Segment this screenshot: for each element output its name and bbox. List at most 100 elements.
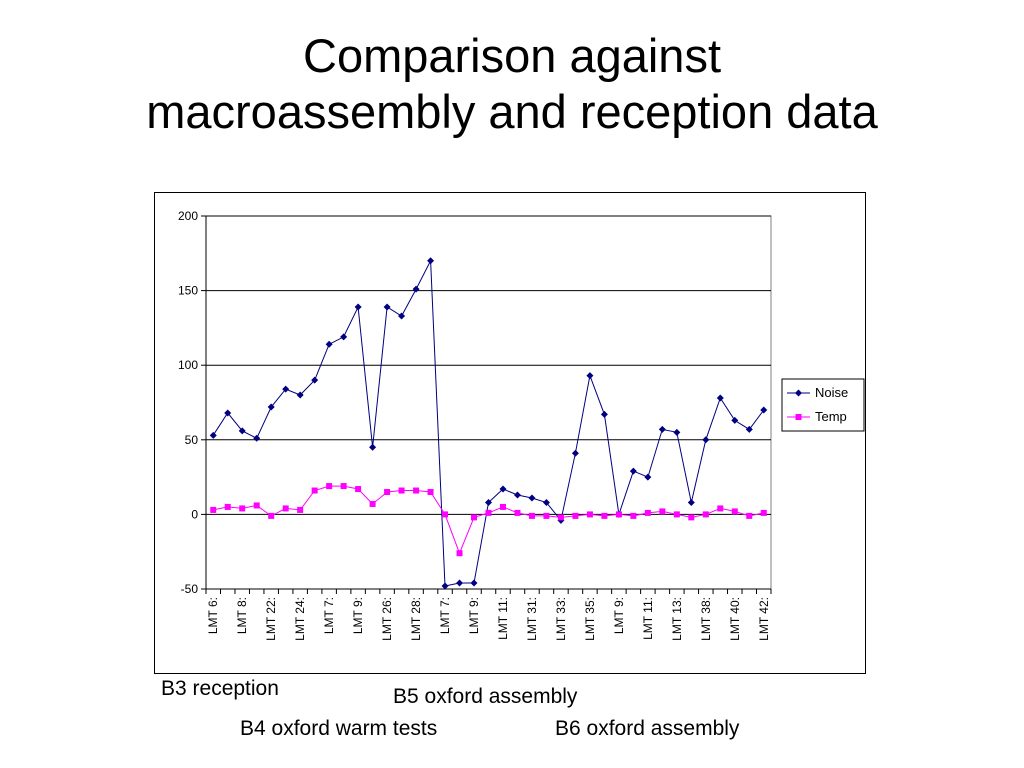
data-point-noise — [731, 416, 739, 424]
x-tick-label: LMT 42: — [757, 597, 771, 641]
data-point-noise — [441, 582, 449, 590]
x-tick-label: LMT 7: — [322, 597, 336, 634]
data-point-noise — [687, 498, 695, 506]
data-point-temp — [601, 512, 608, 519]
x-tick-label: LMT 8: — [235, 597, 249, 634]
data-point-temp — [456, 550, 463, 557]
chart-frame: -50 0 50 100 150 200 LMT 6: LMT 8: LMT 22: LMT 24… — [154, 192, 866, 674]
data-point-noise — [673, 428, 681, 436]
y-tick-label: 0 — [191, 507, 198, 521]
plot-area — [205, 215, 772, 590]
data-point-temp — [210, 506, 217, 513]
x-tick-label: LMT 40: — [728, 597, 742, 641]
slide-title-line-1: Comparison against — [303, 29, 721, 82]
data-point-temp — [746, 512, 753, 519]
legend-label-temp: Temp — [815, 409, 847, 424]
x-tick-label: LMT 24: — [293, 597, 307, 641]
caption-b3-reception: B3 reception — [161, 677, 279, 700]
data-point-noise — [282, 385, 290, 393]
data-point-noise — [629, 467, 637, 475]
data-point-temp — [427, 489, 434, 496]
data-point-noise — [354, 303, 362, 311]
data-point-temp — [630, 512, 637, 519]
data-point-noise — [745, 425, 753, 433]
caption-b5-oxford-assembly: B5 oxford assembly — [393, 685, 578, 708]
y-tick-label: -50 — [181, 582, 199, 596]
data-point-noise — [485, 498, 492, 506]
x-tick-label: LMT 22: — [264, 597, 278, 641]
data-point-temp — [543, 512, 550, 519]
data-point-noise — [499, 485, 507, 493]
x-tick-label: LMT 35: — [583, 597, 597, 641]
data-point-temp — [688, 514, 695, 521]
x-tick-label: LMT 9: — [467, 597, 481, 634]
data-point-noise — [427, 257, 435, 265]
data-point-temp — [644, 509, 651, 516]
line-chart: -50 0 50 100 150 200 LMT 6: LMT 8: LMT 22: LMT 24… — [178, 209, 865, 641]
data-point-noise — [644, 473, 652, 481]
data-point-temp — [355, 486, 362, 493]
data-point-noise — [296, 391, 304, 399]
data-point-temp — [442, 511, 449, 518]
data-point-noise — [398, 312, 406, 320]
x-tick-label: LMT 9: — [612, 597, 626, 634]
data-point-noise — [253, 434, 261, 442]
data-point-temp — [413, 487, 420, 494]
data-point-temp — [340, 483, 347, 490]
x-tick-label: LMT 9: — [351, 597, 365, 634]
data-point-temp — [297, 506, 304, 513]
y-tick-label: 200 — [178, 209, 198, 223]
data-point-noise — [209, 431, 217, 439]
data-point-temp — [760, 509, 767, 516]
data-point-noise — [224, 409, 232, 417]
caption-b4-oxford-warm-tests: B4 oxford warm tests — [240, 717, 438, 740]
data-point-noise — [311, 376, 319, 384]
data-point-temp — [471, 514, 478, 521]
data-point-noise — [456, 579, 464, 587]
data-point-noise — [340, 333, 348, 341]
data-point-temp — [702, 511, 709, 518]
x-tick-label: LMT 26: — [380, 597, 394, 641]
x-tick-label: LMT 13: — [670, 597, 684, 641]
data-point-noise — [716, 394, 724, 402]
data-point-temp — [398, 487, 405, 494]
x-tick-label: LMT 28: — [409, 597, 423, 641]
x-tick-label: LMT 31: — [525, 597, 539, 641]
data-point-noise — [571, 449, 579, 457]
data-point-temp — [572, 512, 579, 519]
legend-box — [781, 378, 865, 432]
data-point-noise — [238, 427, 246, 435]
y-tick-label: 150 — [178, 284, 198, 298]
data-point-temp — [557, 514, 564, 521]
data-point-temp — [224, 503, 231, 510]
data-point-noise — [658, 425, 666, 433]
data-point-temp — [499, 503, 506, 510]
legend-label-noise: Noise — [815, 385, 848, 400]
x-tick-label: LMT 33: — [554, 597, 568, 641]
data-point-temp — [326, 483, 333, 490]
x-tick-label: LMT 6: — [206, 597, 220, 634]
data-point-noise — [513, 491, 521, 499]
data-point-noise — [528, 494, 536, 502]
slide-title: Comparison against macroassembly and rec… — [0, 28, 1024, 140]
data-point-temp — [673, 511, 680, 518]
x-tick-label: LMT 7: — [438, 597, 452, 634]
data-point-noise — [542, 498, 550, 506]
legend-marker-temp — [795, 414, 802, 420]
y-tick-label: 50 — [185, 433, 199, 447]
data-point-temp — [253, 502, 260, 509]
x-tick-label: LMT 11: — [641, 597, 655, 640]
data-point-temp — [586, 511, 593, 518]
data-point-temp — [282, 505, 289, 512]
data-point-noise — [600, 410, 608, 418]
data-point-temp — [514, 509, 521, 516]
legend-marker-noise — [795, 389, 802, 397]
data-point-temp — [717, 505, 724, 512]
data-point-temp — [615, 511, 622, 518]
data-point-noise — [267, 403, 275, 411]
data-point-temp — [369, 500, 376, 507]
data-point-temp — [239, 505, 246, 512]
data-point-temp — [659, 508, 666, 515]
data-point-temp — [528, 512, 535, 519]
data-point-noise — [760, 406, 768, 414]
